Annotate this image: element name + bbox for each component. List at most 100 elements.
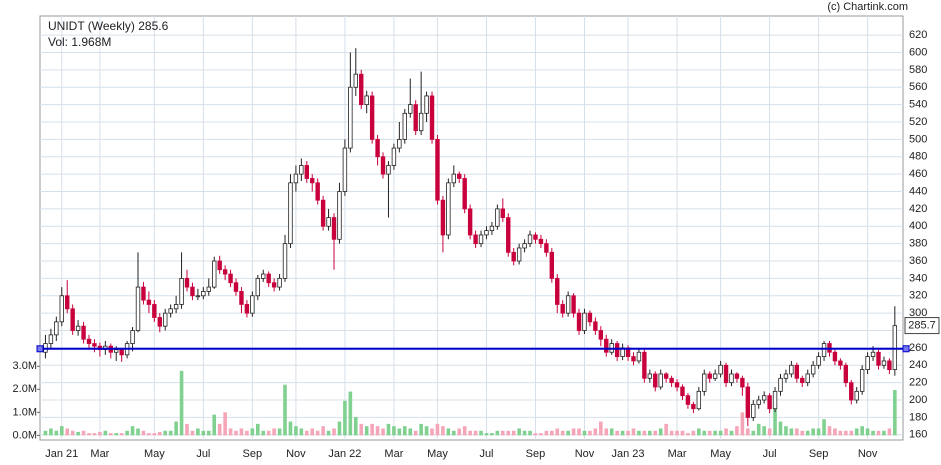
x-tick-label: Sep — [243, 448, 263, 460]
candle-body — [767, 395, 772, 410]
volume-bar — [228, 428, 233, 436]
line-handle — [902, 345, 910, 353]
candle-body — [473, 234, 478, 245]
y-tick-label: 360 — [909, 255, 927, 267]
volume-bar — [364, 426, 369, 436]
candle-body — [320, 199, 326, 227]
candle-body — [152, 304, 157, 318]
candle-body — [201, 291, 206, 297]
volume-bar — [119, 433, 124, 436]
volume-bar — [245, 430, 249, 436]
candle-body — [565, 295, 571, 314]
candle-body — [233, 282, 239, 292]
candle-body — [130, 330, 135, 344]
volume-bar — [844, 430, 848, 436]
volume-bar — [789, 428, 794, 436]
volume-bar — [299, 428, 304, 436]
candle-body — [484, 230, 489, 236]
volume-bar — [490, 433, 494, 436]
candle-body — [146, 299, 152, 305]
candle-body — [299, 165, 304, 175]
candle-body — [457, 173, 462, 179]
volume-bar — [740, 412, 745, 436]
volume-bar — [185, 423, 189, 436]
candle-body — [718, 364, 723, 375]
volume-bar — [147, 433, 151, 436]
candle-body — [54, 321, 59, 336]
candle-body — [838, 360, 843, 366]
candle-body — [489, 225, 495, 232]
volume-bar — [604, 428, 609, 436]
candle-body — [244, 304, 250, 314]
x-tick-label: Mar — [668, 448, 687, 460]
volume-bar — [642, 430, 647, 436]
volume-bar — [348, 391, 353, 436]
volume-bar — [517, 428, 521, 436]
candle-body — [81, 325, 86, 340]
y-tick-label: 560 — [909, 81, 927, 93]
candle-body — [587, 312, 593, 323]
candle-body — [723, 364, 729, 384]
candle-body — [282, 243, 288, 279]
y-tick-label: 480 — [909, 151, 927, 163]
volume-bar — [615, 430, 619, 436]
volume-bar — [686, 433, 690, 436]
volume-bar — [566, 430, 570, 436]
candle-body — [816, 356, 821, 366]
candle-body — [810, 364, 816, 375]
volume-bar — [550, 430, 554, 436]
volume-bar — [609, 428, 614, 436]
y-tick-label: 380 — [909, 238, 927, 250]
line-handle — [36, 345, 44, 353]
volume-bar — [174, 421, 178, 436]
candle-body — [696, 390, 702, 410]
candle-body — [870, 351, 876, 357]
candle-body — [593, 321, 598, 331]
volume-bar — [876, 430, 881, 436]
volume-bar — [822, 419, 826, 436]
candle-body — [751, 403, 756, 418]
candle-body — [424, 95, 429, 114]
y-tick-label: 340 — [909, 272, 927, 284]
volume-bar — [882, 430, 886, 436]
volume-bar — [784, 426, 788, 436]
volume-bar — [212, 414, 217, 436]
volume-bar — [746, 428, 750, 436]
volume-bar — [152, 433, 157, 436]
volume-bar — [751, 430, 756, 436]
volume-bar — [353, 416, 358, 436]
volume-bar — [718, 430, 723, 436]
volume-bar — [381, 428, 385, 436]
volume-bar — [136, 428, 140, 436]
volume-bar — [65, 428, 70, 436]
volume-bar — [76, 431, 80, 436]
volume-bar — [234, 430, 238, 436]
candle-body — [391, 147, 397, 166]
volume-bar — [359, 423, 364, 436]
volume-bar — [190, 430, 195, 436]
volume-bar — [637, 430, 641, 436]
candle-body — [734, 373, 740, 379]
volume-bar — [179, 370, 184, 436]
volume-bar — [125, 430, 129, 436]
candle-body — [408, 104, 413, 114]
candle-body — [691, 403, 696, 410]
candle-body — [789, 364, 794, 375]
last-price-label: 285.7 — [908, 319, 936, 331]
candle-body — [544, 243, 549, 253]
volume-bar — [108, 433, 113, 436]
volume-bar — [724, 428, 728, 436]
volume-bar — [217, 423, 222, 436]
volume-bar — [196, 428, 200, 436]
volume-bar — [805, 430, 810, 436]
volume-bar — [838, 430, 843, 436]
x-tick-label: Sep — [526, 448, 546, 460]
y-tick-label: 180 — [909, 411, 927, 423]
volume-bar — [697, 428, 701, 436]
volume-bar — [288, 421, 293, 436]
y-tick-label: 620 — [909, 29, 927, 41]
candle-body — [59, 295, 64, 323]
volume-bar — [560, 430, 565, 436]
y-tick-label: 520 — [909, 116, 927, 128]
volume-bar — [321, 426, 325, 436]
